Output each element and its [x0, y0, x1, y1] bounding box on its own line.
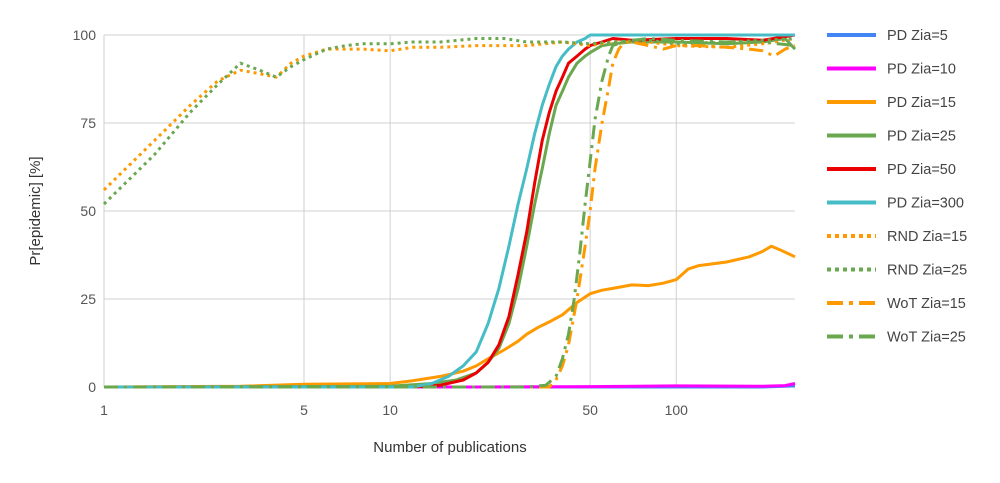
x-axis-ticks: 1 5 10 50 100: [100, 402, 688, 418]
series-line-2: [103, 244, 796, 389]
y-axis-ticks: 0 25 50 75 100: [73, 27, 97, 395]
legend-label: WoT Zia=25: [887, 330, 966, 346]
x-tick-label: 5: [300, 402, 308, 418]
x-axis-title: Number of publications: [373, 439, 526, 456]
x-tick-label: 50: [582, 402, 598, 418]
y-tick-label: 75: [80, 115, 96, 131]
legend-label: PD Zia=15: [887, 95, 956, 111]
legend-label: WoT Zia=15: [887, 296, 966, 312]
y-tick-label: 50: [80, 203, 96, 219]
series-lines: [102, 33, 797, 389]
legend-label: PD Zia=5: [887, 28, 948, 44]
series-line-1: [104, 382, 796, 389]
x-tick-label: 10: [382, 402, 398, 418]
legend-label: PD Zia=25: [887, 129, 956, 145]
legend-label: RND Zia=25: [887, 263, 967, 279]
legend-label: RND Zia=15: [887, 229, 967, 245]
series-line-7: [102, 37, 796, 206]
legend-label: PD Zia=300: [887, 196, 964, 212]
legend-label: PD Zia=50: [887, 162, 956, 178]
y-axis-title: Pr[epidemic] [%]: [27, 156, 44, 265]
grid-lines: [103, 34, 795, 388]
series-line-9: [104, 37, 796, 389]
x-tick-label: 1: [100, 402, 108, 418]
legend-label: PD Zia=10: [887, 62, 956, 78]
series-line-5: [104, 33, 795, 389]
series-line-3: [103, 37, 797, 389]
legend: PD Zia=5 PD Zia=10 PD Zia=15 PD Zia=25 PD Zi…: [827, 28, 967, 346]
series-line-6: [102, 37, 796, 191]
y-tick-label: 25: [80, 291, 96, 307]
y-tick-label: 100: [73, 27, 97, 43]
y-tick-label: 0: [88, 379, 96, 395]
series-line-8: [104, 40, 796, 389]
x-tick-label: 100: [665, 402, 689, 418]
